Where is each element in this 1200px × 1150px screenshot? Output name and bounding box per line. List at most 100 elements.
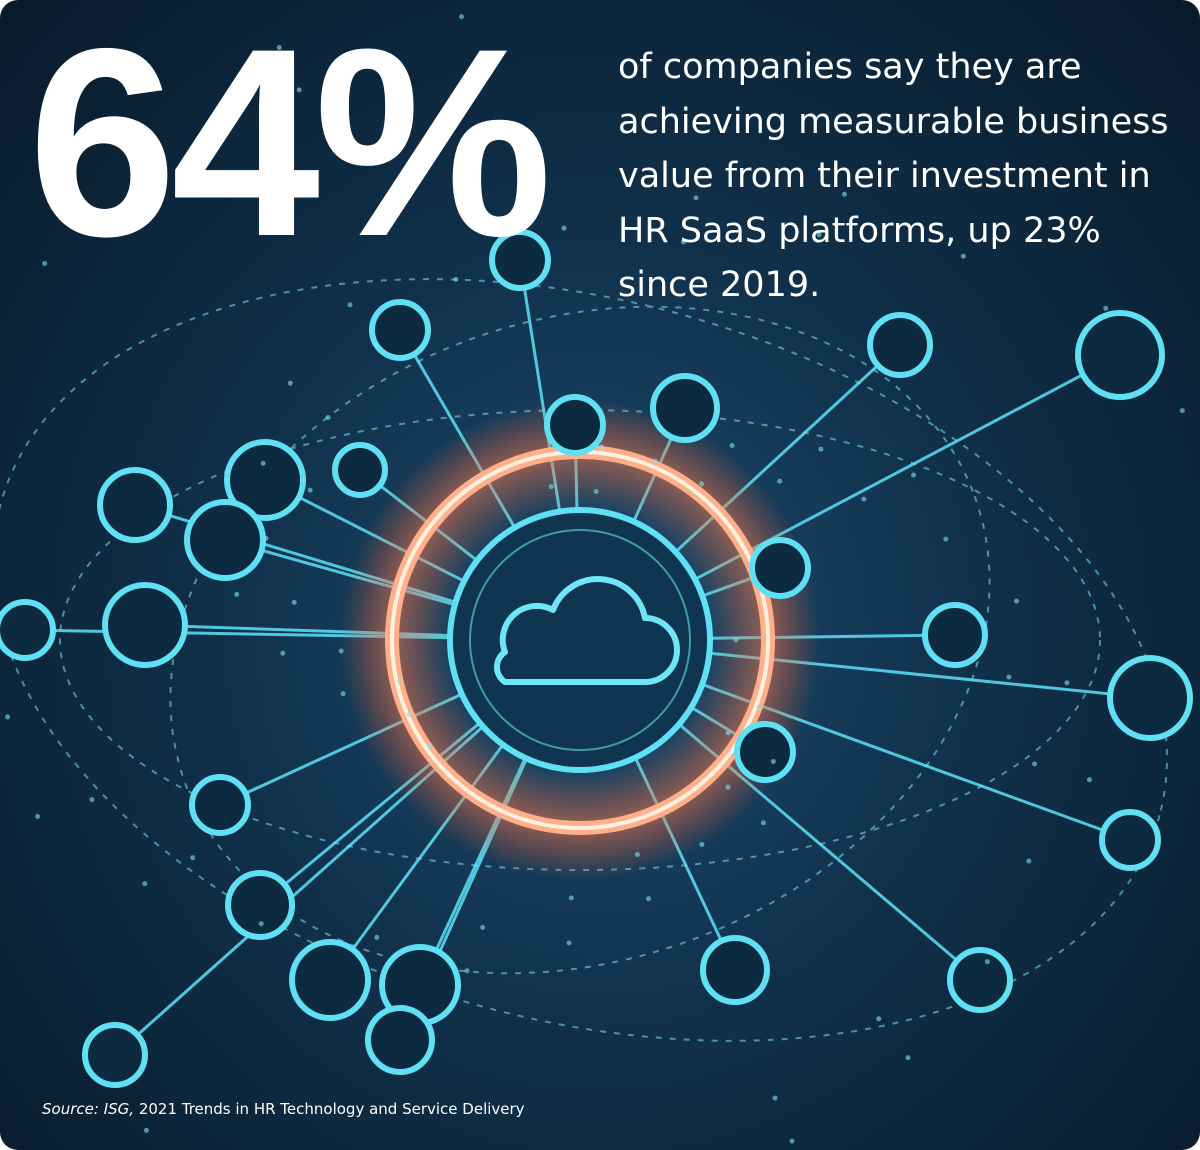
node: [700, 935, 770, 1005]
node: [1099, 809, 1161, 871]
node: [1107, 655, 1193, 741]
node: [650, 373, 720, 443]
dot: [1086, 777, 1092, 783]
dot: [89, 797, 95, 803]
dot: [453, 276, 459, 282]
node: [224, 439, 306, 521]
source-title: 2021 Trends in HR Technology and Service…: [138, 1100, 525, 1118]
description-line: value from their investment in: [618, 156, 1151, 196]
dot: [480, 924, 486, 930]
dot: [568, 895, 574, 901]
dot: [861, 496, 867, 502]
dot: [566, 940, 572, 946]
node: [734, 721, 796, 783]
dot: [1013, 598, 1019, 604]
source-note: Source: ISG, 2021 Trends in HR Technolog…: [42, 1100, 525, 1118]
dot: [258, 921, 264, 927]
dot: [729, 442, 735, 448]
dot: [548, 484, 554, 490]
dot: [307, 487, 313, 493]
dot: [777, 478, 783, 484]
dot: [1026, 858, 1032, 864]
node: [544, 394, 606, 456]
dot: [142, 881, 148, 887]
dot: [699, 481, 705, 487]
dot: [770, 758, 776, 764]
node: [102, 582, 188, 668]
node: [922, 602, 988, 668]
node: [332, 442, 388, 498]
stat-description: of companies say they are achieving meas…: [618, 40, 1169, 313]
description-line: HR SaaS platforms, up 23%: [618, 210, 1101, 251]
node: [365, 1005, 435, 1075]
dot: [287, 380, 293, 386]
source-label: Source:: [42, 1100, 99, 1118]
dot: [818, 446, 824, 452]
dot: [693, 195, 699, 201]
dot: [789, 1138, 795, 1144]
dot: [464, 968, 470, 974]
dot: [406, 711, 412, 717]
dot: [960, 253, 966, 259]
dot: [143, 1127, 149, 1133]
dot: [427, 743, 433, 749]
dot: [35, 813, 41, 819]
node: [225, 870, 295, 940]
description-line: of companies say they are: [618, 47, 1082, 87]
node: [947, 947, 1013, 1013]
dot: [458, 14, 464, 20]
dot: [593, 489, 599, 495]
dot: [340, 691, 346, 697]
dot: [599, 444, 605, 450]
dot: [1032, 761, 1038, 767]
dot: [260, 460, 266, 466]
node: [489, 229, 551, 291]
dot: [138, 145, 144, 151]
node: [0, 599, 56, 661]
dot: [561, 225, 567, 231]
node: [184, 499, 266, 581]
dot: [725, 730, 731, 736]
node: [189, 774, 251, 836]
dot: [984, 959, 990, 965]
node: [369, 299, 431, 361]
dot: [816, 232, 822, 238]
dot: [190, 855, 196, 861]
dot: [943, 536, 949, 542]
dot: [325, 415, 331, 421]
dot: [955, 603, 961, 609]
dot: [680, 239, 686, 245]
dot: [42, 260, 48, 266]
dot: [634, 852, 640, 858]
dot: [652, 458, 658, 464]
dot: [396, 678, 402, 684]
dot: [280, 650, 286, 656]
dot: [1006, 674, 1012, 680]
dot: [374, 342, 380, 348]
dot: [5, 714, 11, 720]
dot: [876, 1016, 882, 1022]
dot: [291, 599, 297, 605]
source-publisher: ISG,: [103, 1100, 135, 1118]
dot: [646, 896, 652, 902]
dot: [347, 302, 353, 308]
dot: [699, 842, 705, 848]
dot: [374, 934, 380, 940]
dot: [1103, 305, 1109, 311]
node: [867, 312, 933, 378]
node: [97, 467, 173, 543]
dot: [733, 637, 739, 643]
dot: [841, 191, 847, 197]
description-line: since 2019.: [618, 265, 821, 305]
dot: [234, 591, 240, 597]
dot: [263, 535, 269, 541]
node: [749, 537, 811, 599]
dot: [772, 1095, 778, 1101]
dot: [338, 648, 344, 654]
node: [82, 1022, 148, 1088]
node: [289, 939, 371, 1021]
dot: [725, 784, 731, 790]
node: [1075, 310, 1165, 400]
